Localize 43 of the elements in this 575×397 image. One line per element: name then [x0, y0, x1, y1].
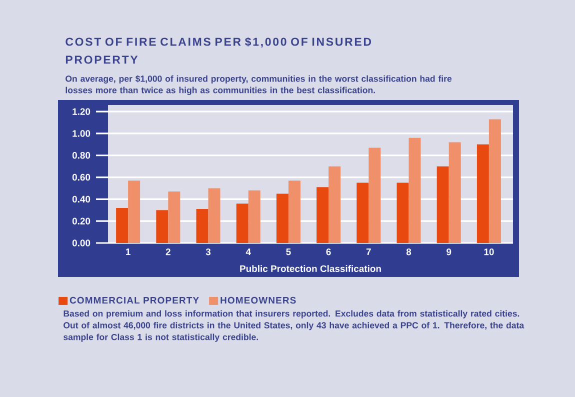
y-tick-label: 0.20 — [72, 218, 90, 224]
bar — [448, 142, 461, 243]
text: Based on premium and loss information that insurers reported. Excludes data from statistically rated cities. Out of almost 46,000 fire districts in the United States, only 43 have achieved a PPC of 1. Therefore, the data sample for Class 1 is not statistically credible. — [64, 310, 524, 342]
x-tick-label: 3 — [206, 248, 211, 256]
x-tick-label: 6 — [326, 248, 331, 256]
y-tick-label: 1.00 — [72, 130, 90, 137]
bar — [236, 204, 248, 243]
bar — [356, 182, 369, 243]
x-tick-label: 10 — [484, 248, 494, 256]
bar — [276, 194, 288, 243]
bar — [196, 209, 208, 243]
bar — [128, 180, 140, 243]
chart-subtitle: On average, per $1,000 of insured property, communities in the worst classification had fire losses more than twice as high as communities in the best classification. — [66, 75, 452, 96]
y-tick-label: 0.00 — [72, 240, 90, 246]
x-axis-title: Public Protection Classification — [240, 265, 381, 272]
bar — [436, 166, 449, 243]
x-tick-label: 2 — [166, 248, 170, 256]
x-tick-label: 1 — [126, 248, 130, 256]
x-tick-label: 8 — [406, 248, 412, 256]
y-tick-label: 1.20 — [72, 108, 90, 115]
y-tick-label: 0.60 — [72, 174, 90, 181]
chart-title: COST OF FIRE CLAIMS PER $1,000 OF INSURED PROPERTY — [66, 37, 372, 64]
bar — [168, 192, 180, 243]
legend-label: HOMEOWNERS — [220, 296, 296, 304]
bar — [488, 119, 501, 243]
x-tick-label: 5 — [286, 248, 291, 256]
x-tick-label: 4 — [246, 248, 251, 256]
legend-label: COMMERCIAL PROPERTY — [70, 296, 199, 304]
bar — [156, 210, 168, 243]
bar — [368, 148, 381, 243]
y-tick-label: 0.80 — [72, 152, 90, 159]
bar — [328, 166, 341, 243]
bar — [248, 190, 260, 243]
bar — [288, 180, 300, 243]
bar — [208, 188, 220, 243]
y-tick-label: 0.40 — [72, 196, 90, 203]
bar — [476, 144, 489, 243]
bar — [408, 138, 421, 243]
bar — [116, 208, 128, 243]
bar — [396, 182, 409, 243]
x-tick-label: 7 — [366, 248, 371, 256]
x-tick-label: 9 — [446, 248, 452, 256]
bar — [316, 187, 329, 243]
